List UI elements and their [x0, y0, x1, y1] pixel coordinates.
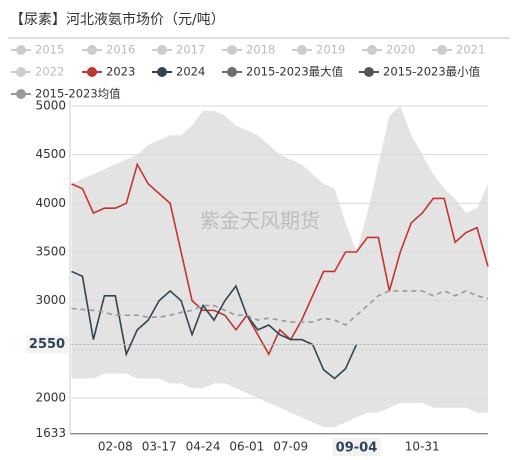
legend-label: 2020	[386, 43, 415, 57]
series-line	[71, 162, 489, 356]
x-tick-label: 04-24	[186, 440, 221, 454]
legend-marker	[16, 45, 26, 55]
x-tick-label: 10-31	[405, 440, 440, 454]
legend-marker	[227, 45, 237, 55]
legend-label: 2023	[106, 65, 135, 79]
x-tick-label: 02-08	[98, 440, 133, 454]
y-tick-label: 3000	[35, 293, 66, 307]
legend-marker	[16, 67, 26, 77]
x-tick-label: 07-09	[273, 440, 308, 454]
y-pointer-box	[26, 335, 68, 354]
legend-label: 2015	[35, 43, 64, 57]
legend-label: 2022	[35, 65, 64, 79]
x-pointer-box	[332, 438, 381, 456]
y-tick-label: 1633	[35, 426, 66, 440]
y-pointer-label: 2550	[29, 337, 65, 352]
range-area	[71, 373, 488, 434]
x-tick-label: 03-17	[142, 440, 177, 454]
legend-marker	[16, 89, 26, 99]
y-tick-label: 3500	[35, 244, 66, 258]
range-area	[71, 106, 488, 434]
legend-label: 2021	[456, 43, 485, 57]
y-tick-label: 4000	[35, 196, 66, 210]
legend-marker	[157, 67, 167, 77]
y-tick-label: 4500	[35, 147, 66, 161]
legend-label: 2019	[316, 43, 345, 57]
legend-marker	[437, 45, 447, 55]
legend-label: 2018	[246, 43, 275, 57]
legend-marker	[157, 45, 167, 55]
chart-title: 【尿素】河北液氨市场价（元/吨）	[10, 11, 225, 28]
y-tick-label: 5000	[35, 99, 66, 113]
legend-marker	[87, 45, 97, 55]
legend-label: 2024	[176, 65, 205, 79]
watermark: 紫金天风期货	[200, 209, 320, 233]
legend-marker	[227, 67, 237, 77]
legend-marker	[367, 45, 377, 55]
plot-area: 1633200025003000350040004500500002-0803-…	[26, 99, 489, 456]
legend-marker	[297, 45, 307, 55]
legend-label: 2015-2023最小值	[383, 65, 481, 79]
y-tick-label: 2000	[35, 390, 66, 404]
legend-label: 2015-2023最大值	[246, 65, 344, 79]
x-pointer-label: 09-04	[336, 441, 378, 456]
legend-marker	[87, 67, 97, 77]
x-tick-label: 06-01	[229, 440, 264, 454]
legend-label: 2015-2023均值	[35, 87, 121, 101]
legend-label: 2016	[106, 43, 135, 57]
legend-marker	[364, 67, 374, 77]
legend-label: 2017	[176, 43, 205, 57]
